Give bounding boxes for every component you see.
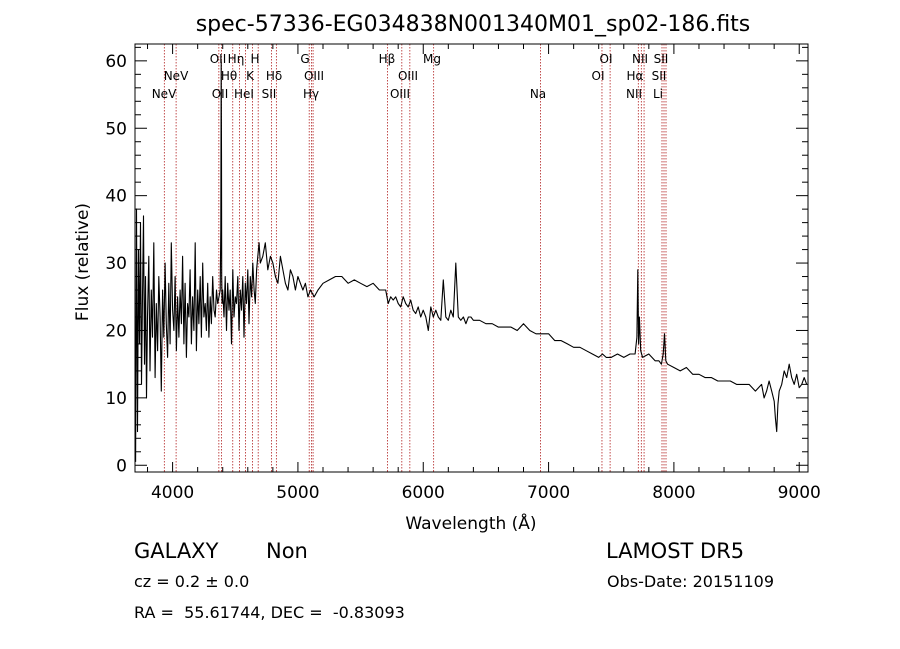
x-tick-label: 4000 <box>151 483 194 503</box>
x-tick-label: 9000 <box>778 483 821 503</box>
emission-line-label: SII <box>654 52 669 66</box>
y-tick-label: 0 <box>116 456 127 476</box>
emission-line-label: NII <box>626 87 642 101</box>
chart-title: spec-57336-EG034838N001340M01_sp02-186.f… <box>196 12 751 37</box>
emission-line-label: HeI <box>234 87 254 101</box>
emission-line-label: Li <box>653 87 663 101</box>
object-class: GALAXY <box>134 539 219 563</box>
x-tick-label: 7000 <box>527 483 570 503</box>
emission-line-label: Hγ <box>303 87 319 101</box>
x-tick-label: 6000 <box>402 483 445 503</box>
emission-line-label: Hβ <box>379 52 396 66</box>
y-tick-label: 10 <box>105 389 127 409</box>
emission-line-label: H <box>250 52 259 66</box>
emission-line-label: Na <box>530 87 546 101</box>
emission-line-label: OII <box>212 87 229 101</box>
object-subclass: Non <box>266 539 308 563</box>
observation-date: Obs-Date: 20151109 <box>607 572 775 591</box>
emission-line-label: OIII <box>304 69 324 83</box>
redshift-cz: cz = 0.2 ± 0.0 <box>134 572 250 591</box>
emission-line-label: NeV <box>164 69 189 83</box>
axis-ticks: 4000 5000 6000 7000 8000 9000 0 10 20 30 40 50 60 <box>105 44 821 503</box>
emission-line-label: OII <box>210 52 227 66</box>
emission-line-markers <box>163 44 667 472</box>
y-axis-label: Flux (relative) <box>73 203 93 321</box>
coordinates: RA = 55.61744, DEC = -0.83093 <box>134 603 405 622</box>
emission-line-label: Hα <box>627 69 644 83</box>
emission-line-label: NeV <box>152 87 177 101</box>
x-tick-label: 8000 <box>652 483 695 503</box>
y-tick-label: 50 <box>105 119 127 139</box>
emission-line-label: G <box>300 52 309 66</box>
emission-line-label: SII <box>652 69 667 83</box>
y-tick-label: 60 <box>105 52 127 72</box>
emission-line-label: Hθ <box>221 69 237 83</box>
emission-line-label: NII <box>632 52 648 66</box>
plot-frame <box>134 43 809 473</box>
emission-line-label: OIII <box>398 69 418 83</box>
emission-line-label: K <box>246 69 255 83</box>
y-tick-label: 30 <box>105 254 127 274</box>
emission-line-label: Mg <box>423 52 441 66</box>
y-tick-label: 40 <box>105 187 127 207</box>
emission-line-label: OI <box>600 52 613 66</box>
emission-line-label: SII <box>262 87 277 101</box>
x-tick-label: 5000 <box>276 483 319 503</box>
survey-name: LAMOST DR5 <box>606 539 745 563</box>
emission-line-label: Hη <box>228 52 245 66</box>
y-tick-label: 20 <box>105 321 127 341</box>
spectrum-series-line <box>135 60 808 462</box>
emission-line-label: OI <box>592 69 605 83</box>
emission-line-label: Hδ <box>266 69 282 83</box>
x-axis-label: Wavelength (Å) <box>405 512 536 534</box>
emission-line-label: OIII <box>390 87 410 101</box>
